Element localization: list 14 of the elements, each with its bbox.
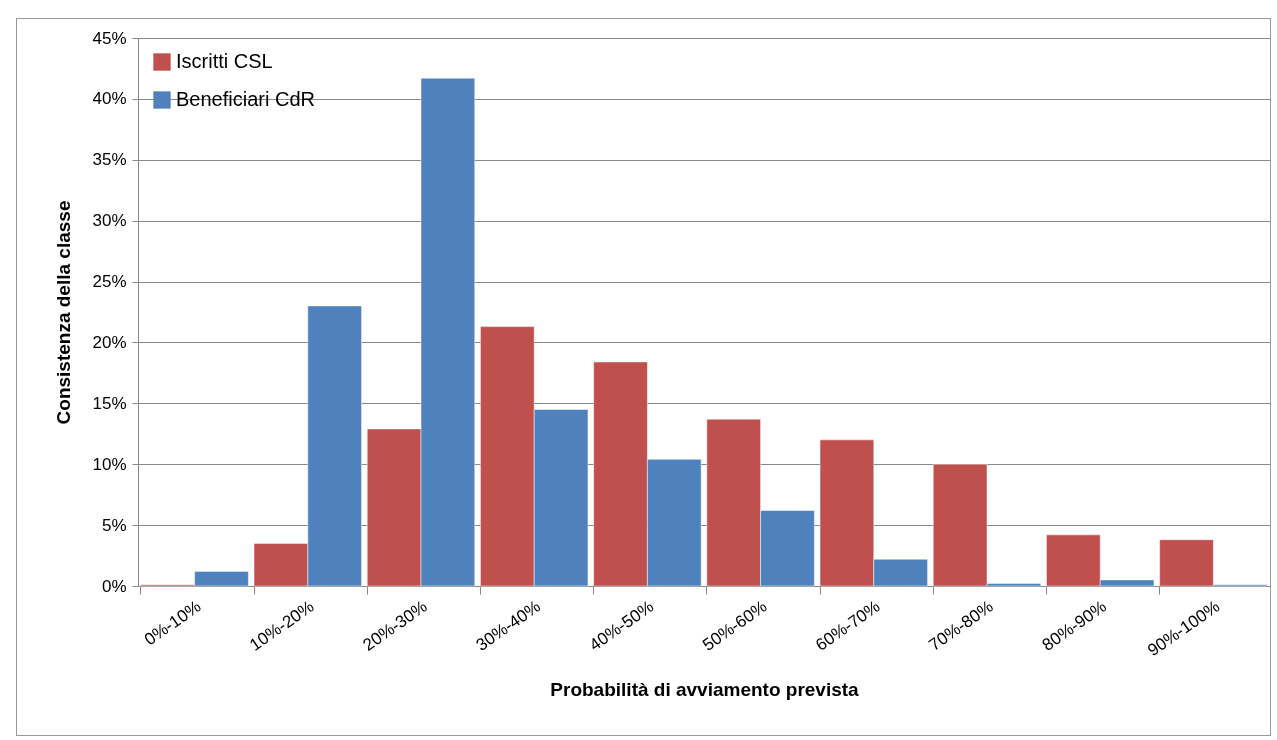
y-tick-label: 10%	[92, 454, 127, 474]
y-tick-label: 0%	[101, 576, 127, 596]
y-tick-label: 20%	[92, 332, 127, 352]
y-axis-title: Consistenza della classe	[53, 200, 75, 425]
y-tick-label: 40%	[92, 89, 127, 109]
y-tick-label: 25%	[92, 272, 127, 292]
x-axis-title: Probabilità di avviamento prevista	[550, 679, 860, 701]
y-tick-label: 15%	[92, 393, 127, 413]
legend-label: Iscritti CSL	[176, 50, 273, 72]
y-tick-label: 30%	[92, 211, 127, 231]
y-tick-label: 35%	[92, 150, 127, 170]
y-tick-label: 5%	[101, 515, 127, 535]
legend-label: Beneficiari CdR	[176, 88, 315, 110]
y-tick-label: 45%	[92, 28, 127, 48]
